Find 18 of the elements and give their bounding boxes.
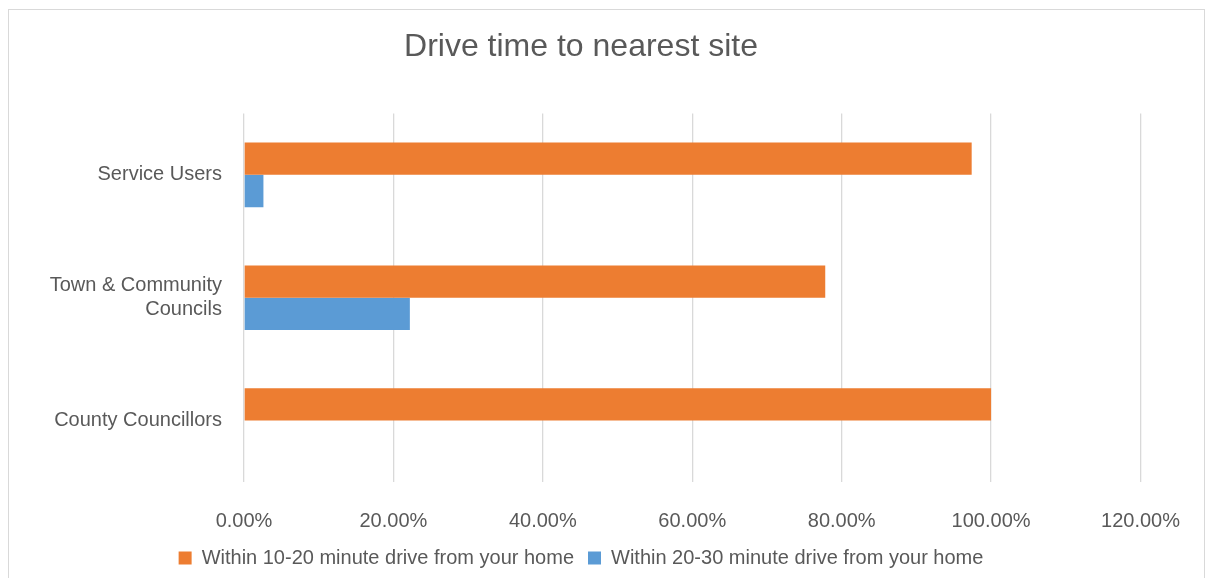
x-tick-label: 100.00% [951,508,1031,531]
bar [244,142,972,175]
bar [244,297,410,331]
bar [244,265,826,298]
x-tick-label: 80.00% [807,508,876,531]
chart-title: Drive time to nearest site [404,27,758,64]
bar [244,388,992,421]
x-tick-label: 40.00% [508,508,577,531]
bar [244,174,264,208]
y-tick-label: County Councillors [54,408,222,431]
x-tick-label: 120.00% [1101,508,1181,531]
x-tick-label: 0.00% [215,508,273,531]
legend-label: Within 20-30 minute drive from your home [611,545,984,568]
legend-label: Within 10-20 minute drive from your home [201,545,574,568]
y-tick-label: Town & Community Councils [49,273,222,320]
x-tick-label: 20.00% [359,508,428,531]
y-tick-label: Service Users [97,162,222,185]
x-tick-label: 60.00% [658,508,727,531]
